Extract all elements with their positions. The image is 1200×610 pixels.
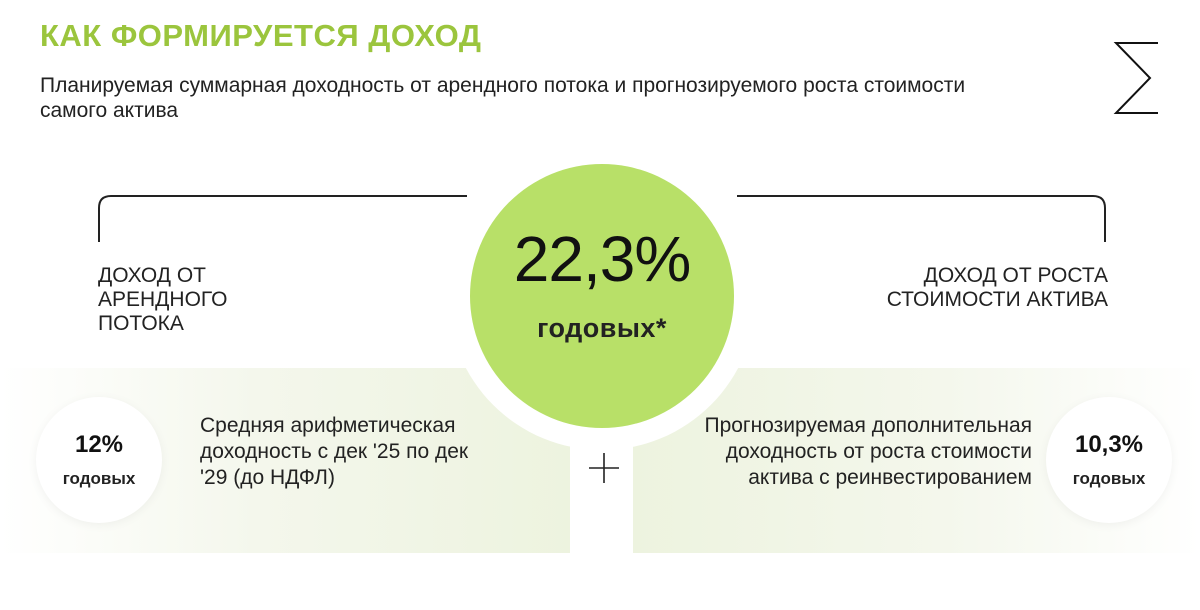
growth-income-label: ДОХОД ОТ РОСТА СТОИМОСТИ АКТИВА	[886, 264, 1108, 311]
total-yield-unit: годовых*	[537, 313, 667, 343]
total-yield-circle	[470, 164, 734, 428]
rental-income-label: ДОХОД ОТ АРЕНДНОГО ПОТОКА	[98, 264, 228, 335]
right-bracket-line	[737, 195, 1106, 242]
growth-yield-value: 10,3%	[1074, 431, 1144, 458]
page-subtitle: Планируемая суммарная доходность от арен…	[40, 74, 966, 122]
sigma-icon	[1113, 42, 1158, 114]
growth-yield-badge: 10,3% годовых	[1046, 397, 1172, 523]
total-yield-value: 22,3%	[513, 223, 691, 295]
growth-yield-unit: годовых	[1072, 469, 1146, 488]
rental-yield-value: 12%	[74, 431, 124, 458]
rental-income-description: Средняя арифметическая доходность с дек …	[200, 414, 469, 489]
rental-yield-badge: 12% годовых	[36, 397, 162, 523]
rental-yield-unit: годовых	[62, 469, 136, 488]
growth-income-description: Прогнозируемая дополнительная доходность…	[704, 414, 1032, 489]
left-bracket-line	[98, 195, 467, 242]
plus-icon	[589, 453, 619, 483]
page-title: КАК ФОРМИРУЕТСЯ ДОХОД	[40, 18, 482, 53]
